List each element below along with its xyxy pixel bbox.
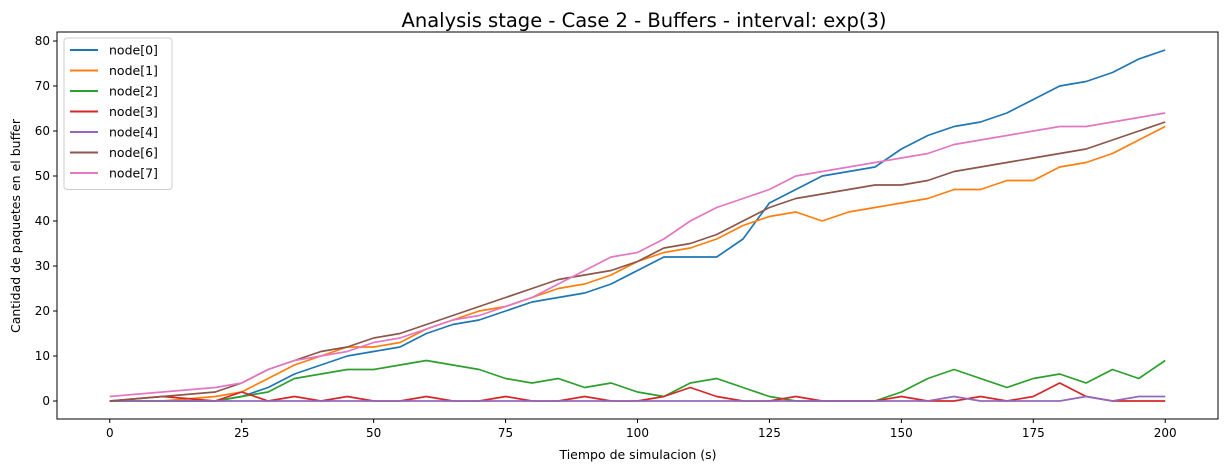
y-tick-label: 50: [35, 169, 50, 183]
x-axis: 0 25 50 75 100 125 150 175 200: [106, 419, 1177, 440]
legend-label: node[7]: [109, 166, 158, 181]
y-tick-label: 30: [35, 259, 50, 273]
legend-label: node[2]: [109, 84, 158, 99]
x-tick-label: 50: [366, 426, 381, 440]
plot-lines: [109, 49, 1166, 402]
legend-label: node[0]: [109, 43, 158, 58]
legend-label: node[1]: [109, 63, 158, 78]
y-tick-label: 20: [35, 304, 50, 318]
legend-label: node[6]: [109, 145, 158, 160]
series-line-1: [109, 125, 1166, 402]
legend-label: node[4]: [109, 125, 158, 140]
x-tick-label: 75: [498, 426, 513, 440]
y-tick-label: 40: [35, 214, 50, 228]
x-tick-label: 150: [890, 426, 913, 440]
series-line-6: [109, 112, 1166, 398]
series-line-4: [109, 395, 1166, 402]
x-tick-label: 100: [626, 426, 649, 440]
y-axis-label: Cantidad de paquetes en el buffer: [8, 118, 23, 333]
y-tick-label: 60: [35, 124, 50, 138]
y-tick-label: 80: [35, 34, 50, 48]
y-tick-label: 10: [35, 349, 50, 363]
chart-title: Analysis stage - Case 2 - Buffers - inte…: [402, 9, 887, 32]
x-axis-label: Tiempo de simulacion (s): [558, 447, 716, 462]
series-line-3: [109, 382, 1166, 402]
legend: node[0] node[1] node[2] node[3] node[4] node[…: [63, 37, 173, 190]
x-tick-label: 200: [1154, 426, 1177, 440]
series-line-0: [109, 49, 1166, 402]
y-tick-label: 0: [42, 394, 50, 408]
legend-label: node[3]: [109, 104, 158, 119]
x-tick-label: 25: [234, 426, 249, 440]
y-axis: 0 10 20 30 40 50 60 70 80: [35, 34, 57, 408]
y-tick-label: 70: [35, 79, 50, 93]
x-tick-label: 0: [106, 426, 114, 440]
x-tick-label: 175: [1022, 426, 1045, 440]
series-line-5: [109, 121, 1166, 402]
x-tick-label: 125: [758, 426, 781, 440]
